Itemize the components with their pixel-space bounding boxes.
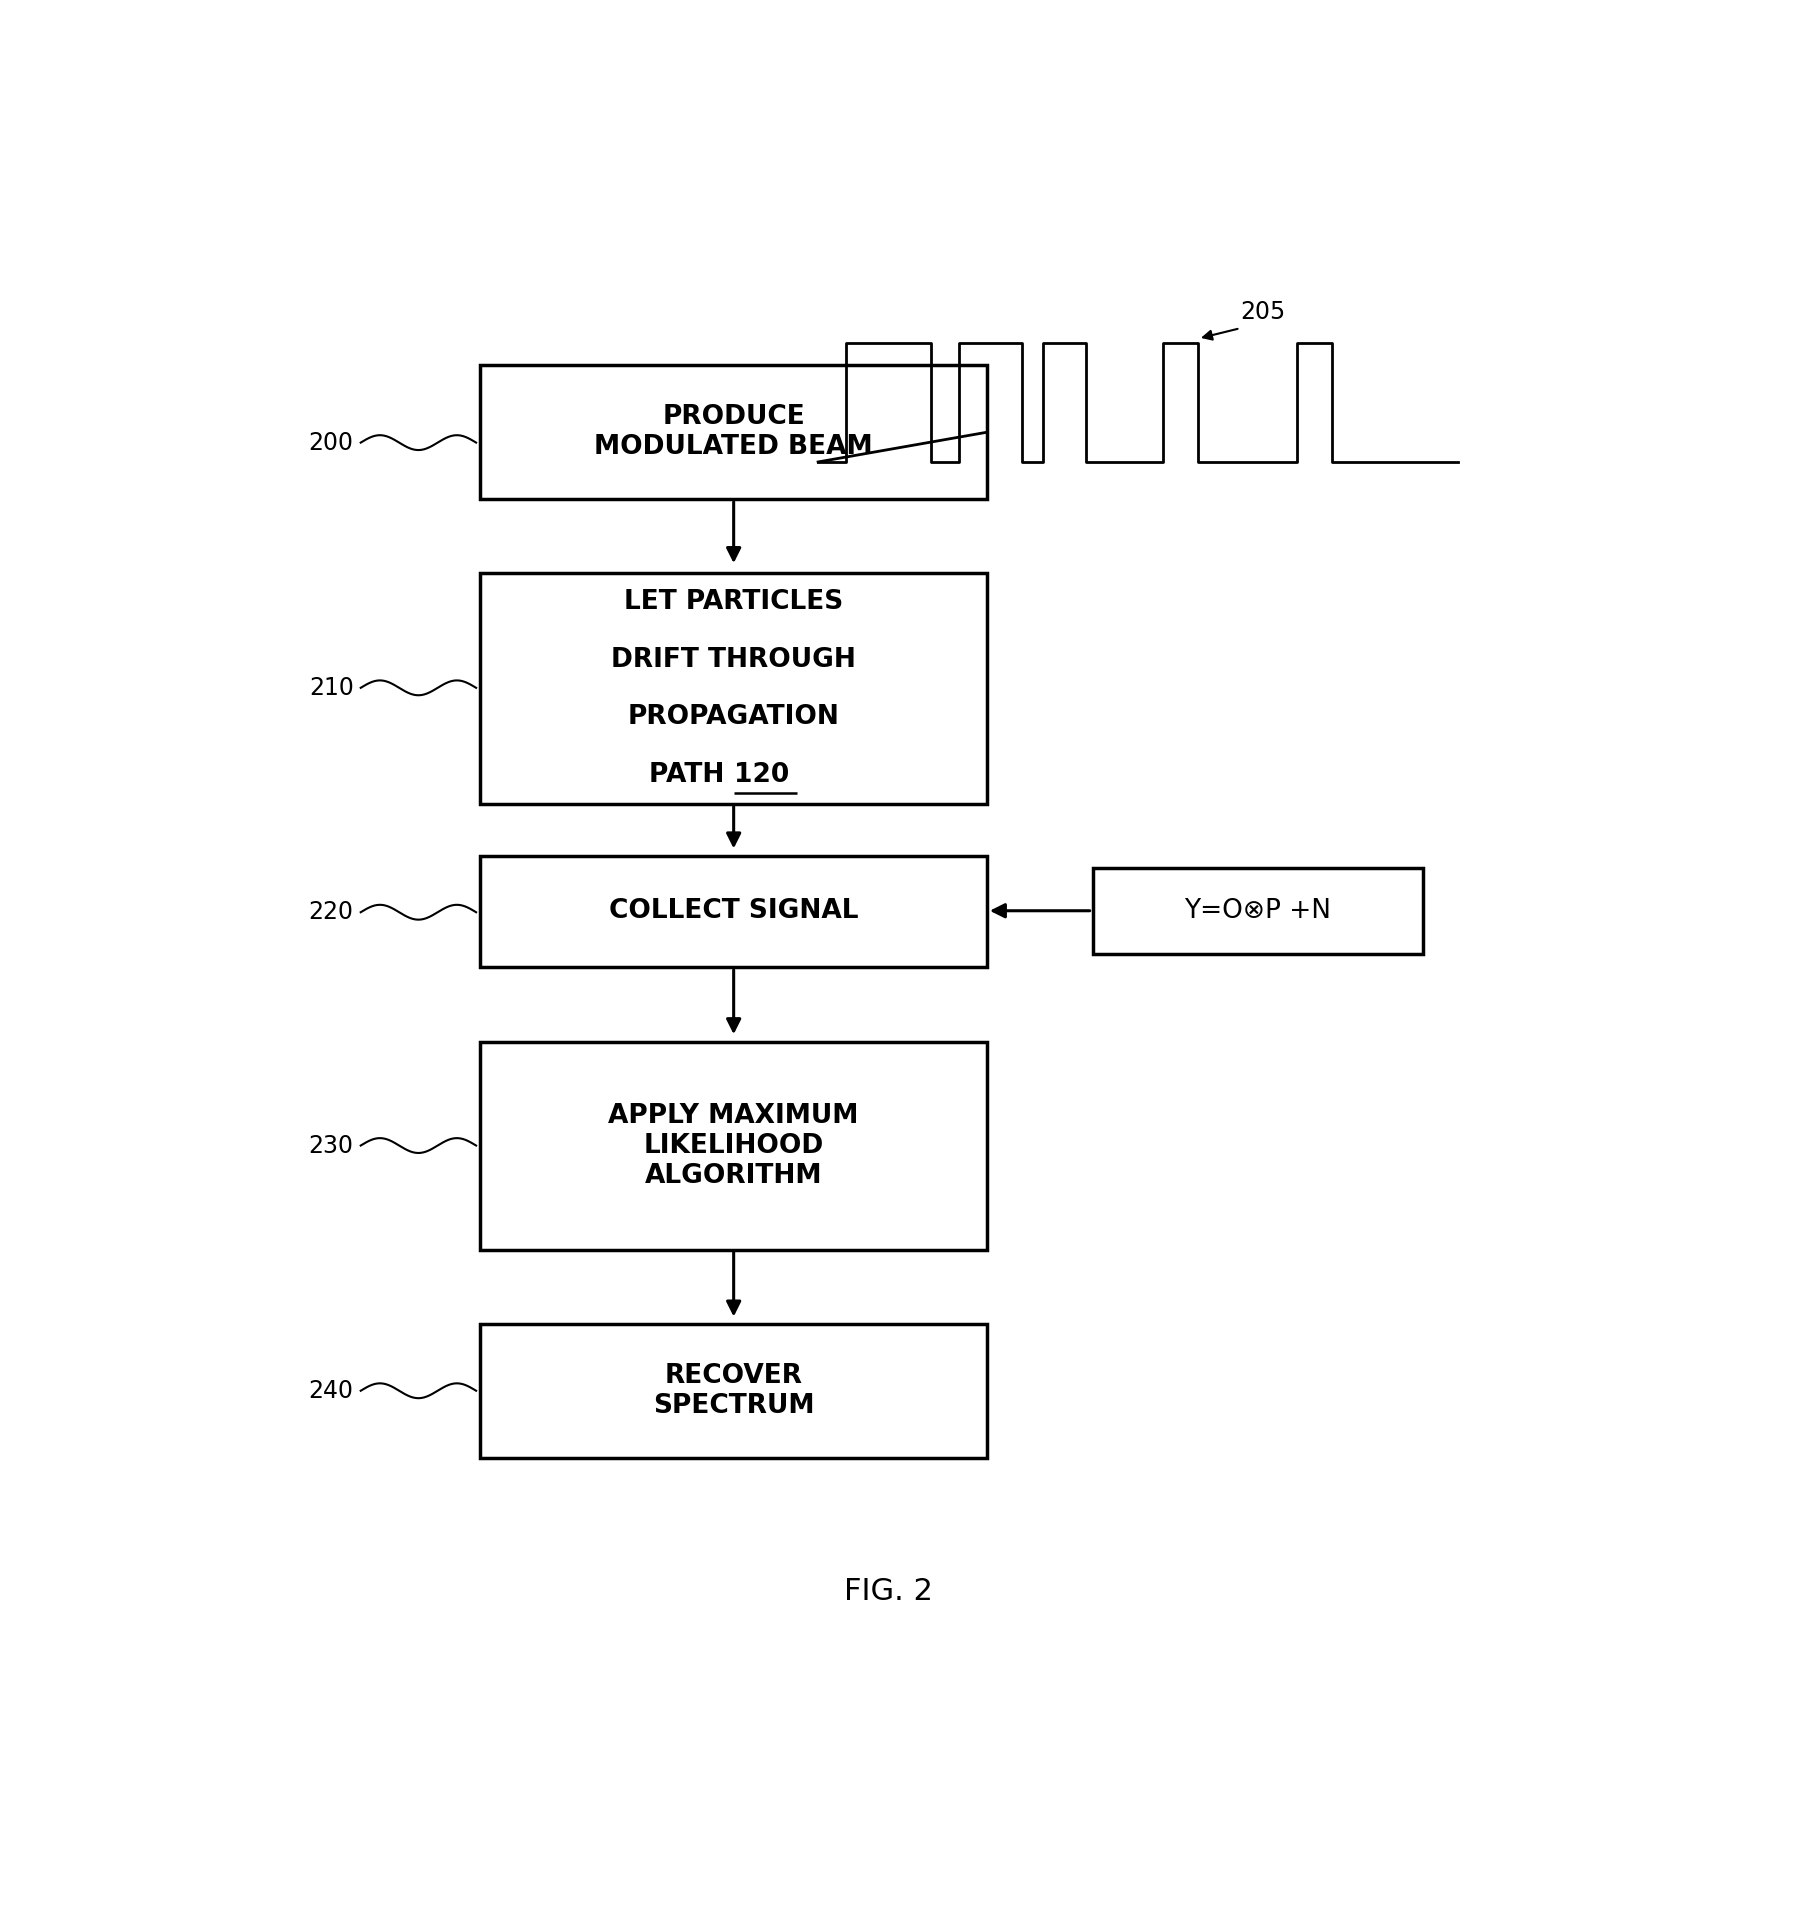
Text: DRIFT THROUGH: DRIFT THROUGH: [612, 647, 855, 674]
Text: PROPAGATION: PROPAGATION: [628, 704, 839, 730]
Text: FIG. 2: FIG. 2: [844, 1577, 933, 1606]
Text: APPLY MAXIMUM
LIKELIHOOD
ALGORITHM: APPLY MAXIMUM LIKELIHOOD ALGORITHM: [608, 1102, 859, 1189]
FancyBboxPatch shape: [479, 1042, 988, 1249]
Text: 205: 205: [1240, 299, 1286, 324]
Text: PATH: PATH: [648, 762, 734, 787]
Text: LET PARTICLES: LET PARTICLES: [625, 589, 843, 616]
Text: PRODUCE
MODULATED BEAM: PRODUCE MODULATED BEAM: [594, 403, 873, 459]
FancyBboxPatch shape: [479, 1324, 988, 1457]
Text: Y=O⊗P +N: Y=O⊗P +N: [1184, 897, 1331, 924]
Text: 240: 240: [309, 1378, 354, 1403]
FancyBboxPatch shape: [1093, 868, 1424, 953]
Text: 120: 120: [734, 762, 788, 787]
Text: 220: 220: [309, 899, 354, 924]
FancyBboxPatch shape: [479, 365, 988, 500]
Text: COLLECT SIGNAL: COLLECT SIGNAL: [608, 899, 859, 924]
FancyBboxPatch shape: [479, 855, 988, 967]
Text: 230: 230: [309, 1133, 354, 1158]
Text: 200: 200: [309, 430, 354, 455]
Text: 210: 210: [309, 676, 354, 701]
FancyBboxPatch shape: [479, 573, 988, 803]
Text: RECOVER
SPECTRUM: RECOVER SPECTRUM: [654, 1363, 814, 1419]
